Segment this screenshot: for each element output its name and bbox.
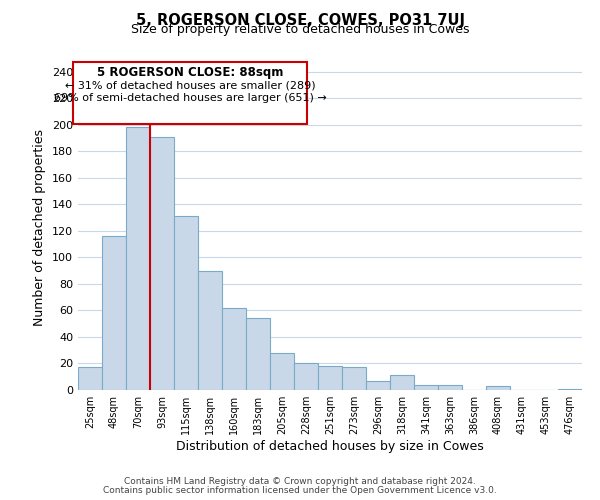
Bar <box>294 364 318 390</box>
Text: 5 ROGERSON CLOSE: 88sqm: 5 ROGERSON CLOSE: 88sqm <box>97 66 283 78</box>
Bar <box>78 368 102 390</box>
Bar <box>558 388 582 390</box>
Bar <box>318 366 342 390</box>
Bar <box>150 136 174 390</box>
Bar <box>174 216 198 390</box>
Bar <box>126 128 150 390</box>
Bar <box>270 353 294 390</box>
Text: 69% of semi-detached houses are larger (651) →: 69% of semi-detached houses are larger (… <box>54 93 326 103</box>
Bar <box>414 384 438 390</box>
Y-axis label: Number of detached properties: Number of detached properties <box>34 129 46 326</box>
Bar <box>486 386 510 390</box>
Text: Size of property relative to detached houses in Cowes: Size of property relative to detached ho… <box>131 22 469 36</box>
Bar <box>438 384 462 390</box>
Bar <box>342 368 366 390</box>
Bar <box>198 270 222 390</box>
Text: 5, ROGERSON CLOSE, COWES, PO31 7UJ: 5, ROGERSON CLOSE, COWES, PO31 7UJ <box>136 12 464 28</box>
Bar <box>102 236 126 390</box>
Text: Contains public sector information licensed under the Open Government Licence v3: Contains public sector information licen… <box>103 486 497 495</box>
Text: ← 31% of detached houses are smaller (289): ← 31% of detached houses are smaller (28… <box>65 80 316 91</box>
Bar <box>390 376 414 390</box>
Bar <box>366 380 390 390</box>
X-axis label: Distribution of detached houses by size in Cowes: Distribution of detached houses by size … <box>176 440 484 453</box>
Text: Contains HM Land Registry data © Crown copyright and database right 2024.: Contains HM Land Registry data © Crown c… <box>124 478 476 486</box>
Bar <box>222 308 246 390</box>
Bar <box>246 318 270 390</box>
